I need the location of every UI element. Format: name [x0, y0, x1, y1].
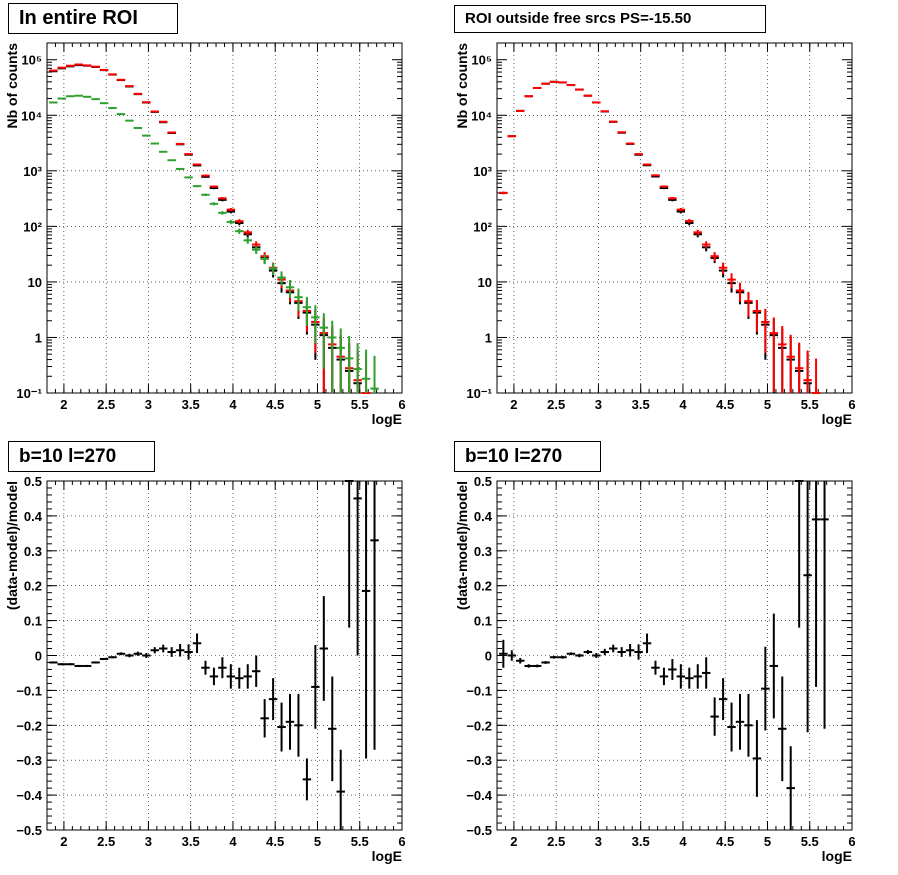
x-tick-label: 2.5	[97, 397, 115, 412]
x-tick-label: 6	[848, 834, 855, 849]
x-tick-label: 4.5	[266, 397, 284, 412]
y-tick-label: −0.5	[16, 823, 42, 838]
y-tick-label: −0.1	[466, 683, 492, 698]
y-tick-label: −0.1	[16, 683, 42, 698]
x-tick-label: 4	[229, 834, 237, 849]
y-tick-label: 10²	[23, 219, 42, 234]
y-tick-label: 10	[478, 275, 492, 290]
x-tick-label: 2	[510, 834, 517, 849]
x-axis-label: logE	[372, 848, 402, 864]
y-tick-label: 0.4	[474, 509, 493, 524]
x-tick-label: 5	[314, 397, 321, 412]
data-series	[49, 94, 379, 393]
y-tick-label: 0	[35, 649, 42, 664]
x-tick-label: 2	[60, 397, 67, 412]
plot-frame	[46, 42, 403, 394]
y-tick-label: 0.2	[474, 579, 492, 594]
x-tick-label: 2	[510, 397, 517, 412]
x-tick-label: 5	[314, 834, 321, 849]
x-tick-label: 2.5	[547, 834, 565, 849]
x-tick-label: 4	[679, 834, 687, 849]
y-tick-label: 0.3	[24, 544, 42, 559]
y-tick-label: 10⁵	[471, 53, 492, 68]
y-tick-label: −0.2	[16, 718, 42, 733]
x-tick-label: 3	[145, 397, 152, 412]
y-tick-label: 0.1	[24, 614, 42, 629]
y-axis-label: (data-model)/model	[454, 481, 470, 610]
x-tick-label: 4	[229, 397, 237, 412]
x-tick-label: 6	[398, 834, 405, 849]
x-tick-label: 4.5	[266, 834, 284, 849]
y-axis-label: Nb of counts	[4, 43, 20, 129]
y-tick-label: 0	[485, 649, 492, 664]
y-tick-label: 10⁻¹	[16, 386, 42, 401]
y-tick-label: 10⁴	[471, 108, 492, 123]
data-series	[499, 80, 821, 394]
x-tick-label: 3	[595, 397, 602, 412]
x-tick-label: 3	[595, 834, 602, 849]
x-tick-label: 3.5	[632, 834, 650, 849]
y-tick-label: 0.4	[24, 509, 43, 524]
y-tick-label: −0.4	[466, 788, 492, 803]
x-tick-label: 4.5	[716, 834, 734, 849]
x-tick-label: 3.5	[632, 397, 650, 412]
x-axis-label: logE	[372, 411, 402, 427]
chart-panel-1: 2 2.5 3 3.5 4 4.5 5 5.5 6 10⁻¹ 1 10 10² 10³ 10⁴ 10⁵ logE…	[4, 42, 406, 427]
y-tick-label: −0.3	[16, 753, 42, 768]
y-axis-label: Nb of counts	[454, 43, 470, 129]
y-tick-label: 0.5	[474, 474, 492, 489]
x-tick-label: 2.5	[97, 834, 115, 849]
y-tick-label: 0.2	[24, 579, 42, 594]
x-tick-label: 4.5	[716, 397, 734, 412]
chart-panel-2: 2 2.5 3 3.5 4 4.5 5 5.5 6 10⁻¹ 1 10 10² 10³ 10⁴ 10⁵ logE…	[454, 42, 856, 427]
y-tick-label: 0.1	[474, 614, 492, 629]
x-axis-label: logE	[822, 411, 852, 427]
x-tick-label: 5.5	[351, 397, 369, 412]
chart-panel-3: 2 2.5 3 3.5 4 4.5 5 5.5 6 −0.5 −0.4 −0.3 −0.2 −0.1 0 0.…	[4, 474, 406, 864]
x-axis-label: logE	[822, 848, 852, 864]
x-tick-label: 5	[764, 834, 771, 849]
plot-frame	[496, 42, 853, 394]
y-tick-label: 10⁵	[21, 53, 42, 68]
y-tick-label: 10⁴	[21, 108, 42, 123]
chart-panel-4: 2 2.5 3 3.5 4 4.5 5 5.5 6 −0.5 −0.4 −0.3 −0.2 −0.1 0 0.…	[454, 474, 856, 864]
y-tick-label: −0.5	[466, 823, 492, 838]
y-tick-label: 0.3	[474, 544, 492, 559]
x-tick-label: 3.5	[182, 397, 200, 412]
chart-title: b=10 l=270	[8, 441, 155, 472]
chart-title: ROI outside free srcs PS=-15.50	[454, 5, 766, 33]
y-tick-label: −0.2	[466, 718, 492, 733]
y-tick-label: −0.3	[466, 753, 492, 768]
data-series	[499, 480, 829, 830]
y-tick-label: 10⁻¹	[466, 386, 492, 401]
x-tick-label: 6	[848, 397, 855, 412]
x-tick-label: 3	[145, 834, 152, 849]
y-tick-label: 1	[35, 330, 42, 345]
x-tick-label: 2.5	[547, 397, 565, 412]
chart-title: b=10 l=270	[454, 441, 601, 472]
x-tick-label: 5.5	[801, 397, 819, 412]
y-tick-label: 10	[28, 275, 42, 290]
y-axis-label: (data-model)/model	[4, 481, 20, 610]
y-tick-label: 10²	[473, 219, 492, 234]
x-tick-label: 6	[398, 397, 405, 412]
x-tick-label: 5	[764, 397, 771, 412]
x-tick-label: 3.5	[182, 834, 200, 849]
y-tick-label: −0.4	[16, 788, 42, 803]
plot-frame	[46, 480, 403, 831]
data-series	[49, 480, 379, 830]
chart-title: In entire ROI	[8, 3, 178, 34]
y-tick-label: 1	[485, 330, 492, 345]
y-tick-label: 10³	[23, 164, 42, 179]
x-tick-label: 4	[679, 397, 687, 412]
y-tick-label: 0.5	[24, 474, 42, 489]
plot-frame	[496, 480, 853, 831]
x-tick-label: 5.5	[801, 834, 819, 849]
y-tick-label: 10³	[473, 164, 492, 179]
x-tick-label: 5.5	[351, 834, 369, 849]
x-tick-label: 2	[60, 834, 67, 849]
